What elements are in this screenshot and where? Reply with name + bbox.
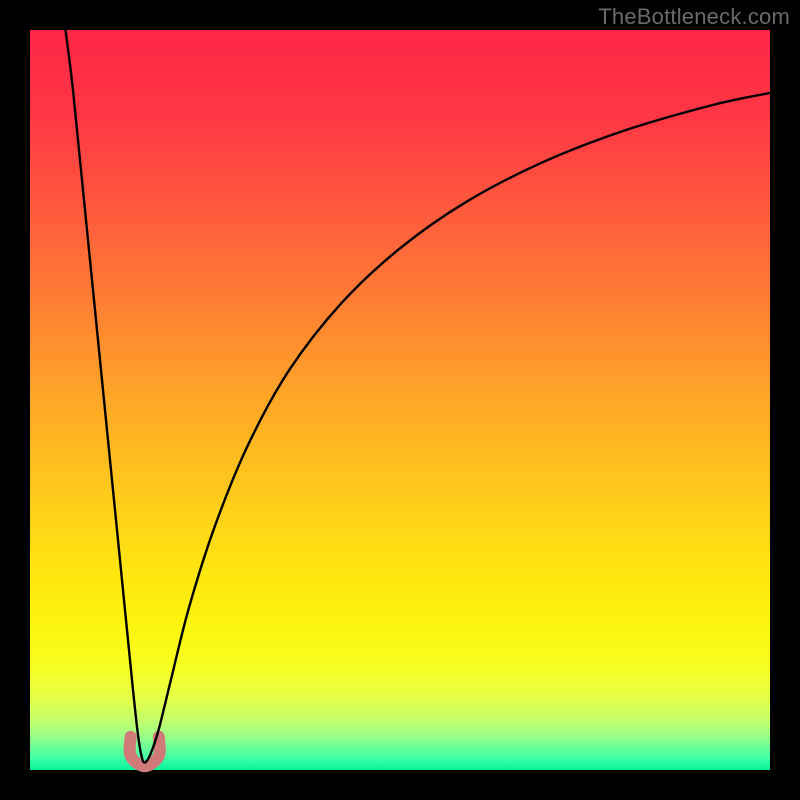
chart-svg [0, 0, 800, 800]
plot-area [30, 30, 770, 770]
watermark-text: TheBottleneck.com [598, 4, 790, 30]
chart-container: TheBottleneck.com [0, 0, 800, 800]
